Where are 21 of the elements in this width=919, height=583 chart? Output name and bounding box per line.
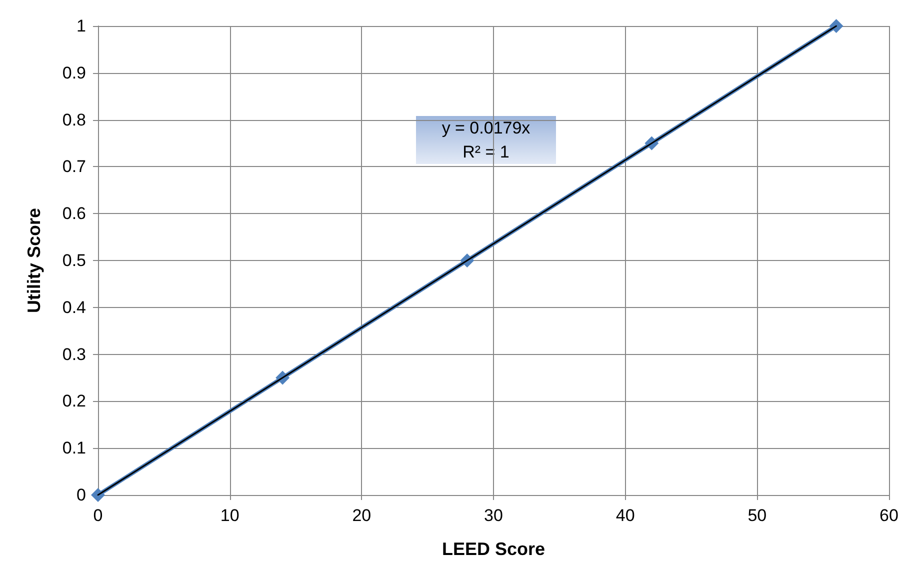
y-tick-label: 0.4	[62, 298, 86, 317]
y-tick-label: 0.7	[62, 157, 86, 176]
y-tick-label: 0.1	[62, 438, 86, 458]
x-tick-label: 40	[616, 506, 635, 525]
annotation: y = 0.0179x	[442, 118, 531, 138]
x-tick-label: 10	[220, 506, 240, 525]
y-axis-title: Utility Score	[24, 208, 44, 314]
y-tick-label: 0	[76, 486, 86, 504]
y-tick-label: 0.3	[62, 344, 86, 364]
x-tick-label: 50	[748, 506, 767, 525]
y-tick-label: 0.2	[62, 392, 86, 411]
y-tick-label: 1	[76, 16, 86, 36]
x-tick-label: 20	[352, 506, 372, 525]
x-tick-label: 30	[484, 506, 503, 525]
x-tick-label: 0	[93, 506, 103, 525]
y-tick-label: 0.9	[62, 63, 86, 82]
x-tick-label: 60	[880, 506, 898, 525]
y-tick-label: 0.8	[62, 110, 86, 130]
y-tick-label: 0.6	[62, 204, 86, 224]
x-axis-title: LEED Score	[442, 539, 546, 559]
y-tick-label: 0.5	[62, 251, 86, 270]
